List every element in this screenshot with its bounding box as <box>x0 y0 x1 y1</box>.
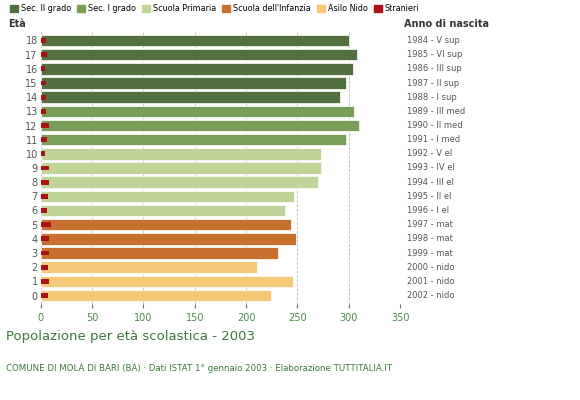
Bar <box>41 35 349 46</box>
Text: Età: Età <box>8 19 26 29</box>
Text: 1984 - V sup: 1984 - V sup <box>407 36 459 45</box>
Bar <box>41 293 48 298</box>
Bar <box>41 233 296 245</box>
Bar <box>41 151 45 156</box>
Text: 1996 - I el: 1996 - I el <box>407 206 449 215</box>
Text: 2001 - nido: 2001 - nido <box>407 277 454 286</box>
Bar <box>41 194 48 199</box>
Bar <box>41 134 346 146</box>
Bar <box>41 106 354 117</box>
Text: 1987 - II sup: 1987 - II sup <box>407 78 459 88</box>
Text: 1985 - VI sup: 1985 - VI sup <box>407 50 462 59</box>
Text: Popolazione per età scolastica - 2003: Popolazione per età scolastica - 2003 <box>6 330 255 343</box>
Text: 1994 - III el: 1994 - III el <box>407 178 454 187</box>
Bar <box>41 180 49 185</box>
Bar <box>41 236 49 241</box>
Bar <box>41 222 51 227</box>
Bar <box>41 276 293 287</box>
Bar <box>41 205 285 216</box>
Bar <box>41 290 271 301</box>
Bar <box>41 91 339 103</box>
Text: 1998 - mat: 1998 - mat <box>407 234 452 243</box>
Text: 2000 - nido: 2000 - nido <box>407 263 454 272</box>
Text: Anno di nascita: Anno di nascita <box>404 19 489 29</box>
Text: 1988 - I sup: 1988 - I sup <box>407 93 456 102</box>
Bar <box>41 279 49 284</box>
Text: 1999 - mat: 1999 - mat <box>407 248 452 258</box>
Text: 1989 - III med: 1989 - III med <box>407 107 465 116</box>
Bar <box>41 176 318 188</box>
Text: COMUNE DI MOLA DI BARI (BA) · Dati ISTAT 1° gennaio 2003 · Elaborazione TUTTITAL: COMUNE DI MOLA DI BARI (BA) · Dati ISTAT… <box>6 364 392 373</box>
Bar <box>41 250 49 256</box>
Bar <box>41 120 359 131</box>
Text: 1992 - V el: 1992 - V el <box>407 149 452 158</box>
Bar <box>41 52 47 57</box>
Bar <box>41 95 46 100</box>
Bar <box>41 38 46 43</box>
Bar <box>41 123 49 128</box>
Text: 2002 - nido: 2002 - nido <box>407 291 454 300</box>
Bar <box>41 162 321 174</box>
Bar <box>41 261 258 273</box>
Text: 1995 - II el: 1995 - II el <box>407 192 451 201</box>
Text: 1986 - III sup: 1986 - III sup <box>407 64 461 73</box>
Bar <box>41 49 357 60</box>
Bar <box>41 166 49 170</box>
Text: 1993 - IV el: 1993 - IV el <box>407 164 455 172</box>
Bar <box>41 247 278 259</box>
Bar <box>41 77 346 89</box>
Bar <box>41 137 47 142</box>
Bar <box>41 109 46 114</box>
Bar <box>41 66 45 71</box>
Text: 1997 - mat: 1997 - mat <box>407 220 452 229</box>
Legend: Sec. II grado, Sec. I grado, Scuola Primaria, Scuola dell'Infanzia, Asilo Nido, : Sec. II grado, Sec. I grado, Scuola Prim… <box>10 4 419 13</box>
Text: 1990 - II med: 1990 - II med <box>407 121 462 130</box>
Bar <box>41 265 48 270</box>
Bar <box>41 148 321 160</box>
Bar <box>41 80 46 86</box>
Bar <box>41 219 291 230</box>
Bar <box>41 63 353 75</box>
Bar <box>41 208 47 213</box>
Bar <box>41 190 295 202</box>
Text: 1991 - I med: 1991 - I med <box>407 135 460 144</box>
